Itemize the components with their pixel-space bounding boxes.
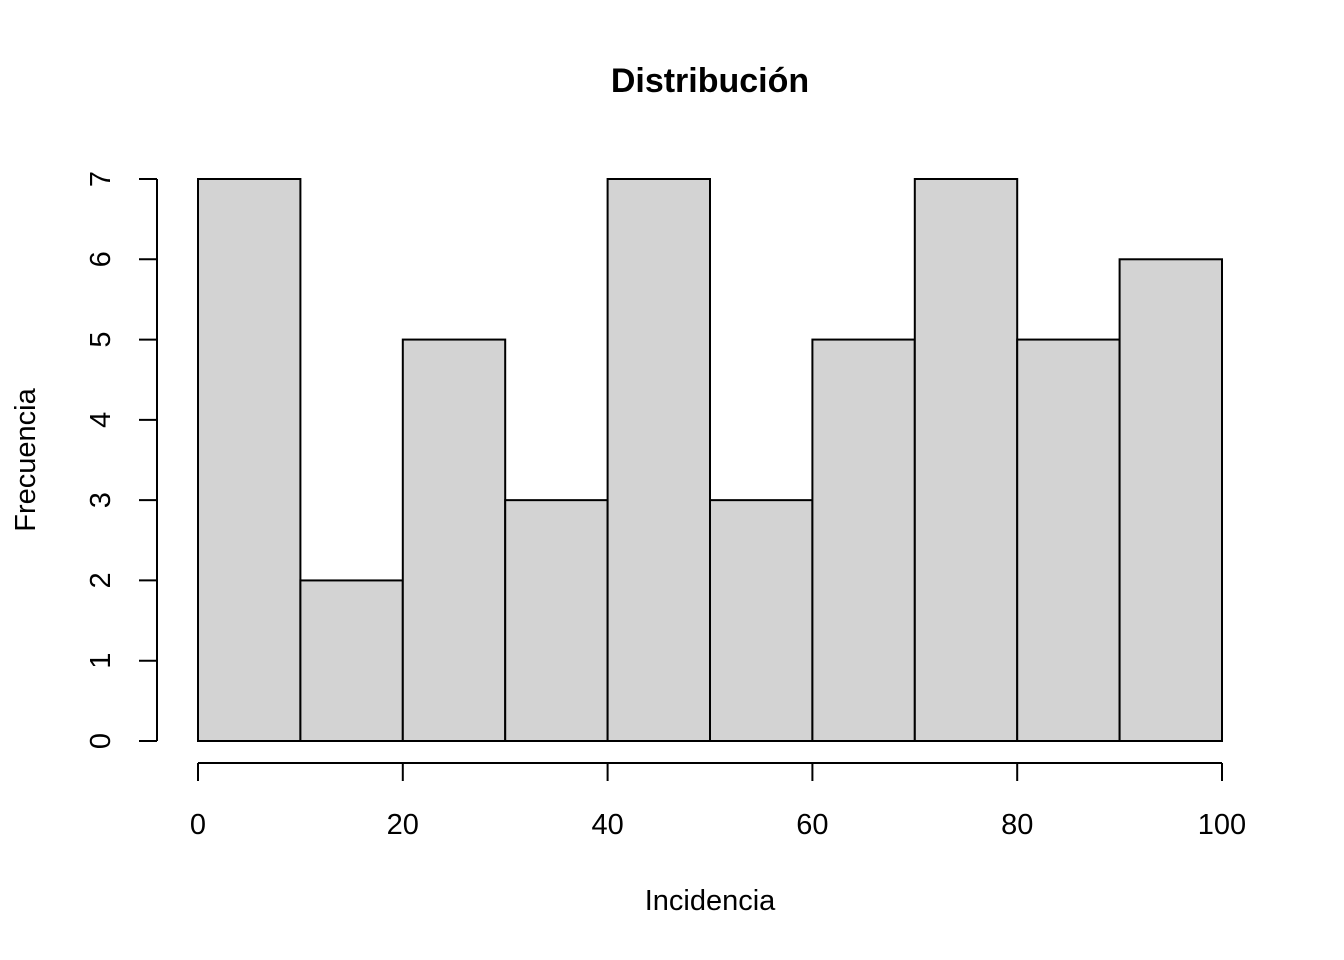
y-tick-label-2: 2 (85, 572, 117, 588)
histogram-bar-4 (606, 178, 711, 742)
x-axis-label: Incidencia (645, 885, 776, 917)
y-tick-label-1: 1 (85, 653, 117, 669)
histogram-bar-3 (504, 499, 609, 742)
y-axis: 0 1 2 3 4 5 6 7 (85, 171, 158, 749)
histogram-bar-0 (197, 178, 302, 742)
y-tick-label-6: 6 (85, 251, 117, 267)
y-axis-label: Frecuencia (10, 387, 42, 531)
x-tick-label-4: 80 (1001, 809, 1033, 841)
y-tick-label-4: 4 (85, 412, 117, 428)
histogram-bar-5 (709, 499, 814, 742)
histogram-bar-8 (1016, 338, 1121, 742)
x-axis: 0 20 40 60 80 100 (190, 762, 1246, 841)
x-tick-label-5: 100 (1198, 809, 1246, 841)
y-tick-label-0: 0 (85, 733, 117, 749)
x-tick-label-2: 40 (591, 809, 623, 841)
histogram-bar-6 (811, 338, 916, 742)
chart-title: Distribución (611, 62, 809, 100)
histogram-bar-1 (299, 579, 404, 743)
x-tick-label-0: 0 (190, 809, 206, 841)
bars-group (197, 178, 1223, 743)
histogram-bar-2 (401, 338, 507, 742)
x-tick-label-3: 60 (796, 809, 828, 841)
y-tick-label-3: 3 (85, 492, 117, 508)
x-tick-label-1: 20 (387, 809, 419, 841)
y-tick-label-5: 5 (85, 332, 117, 348)
y-tick-label-7: 7 (85, 171, 117, 187)
histogram-bar-7 (913, 178, 1019, 742)
histogram-bar-9 (1118, 258, 1223, 742)
